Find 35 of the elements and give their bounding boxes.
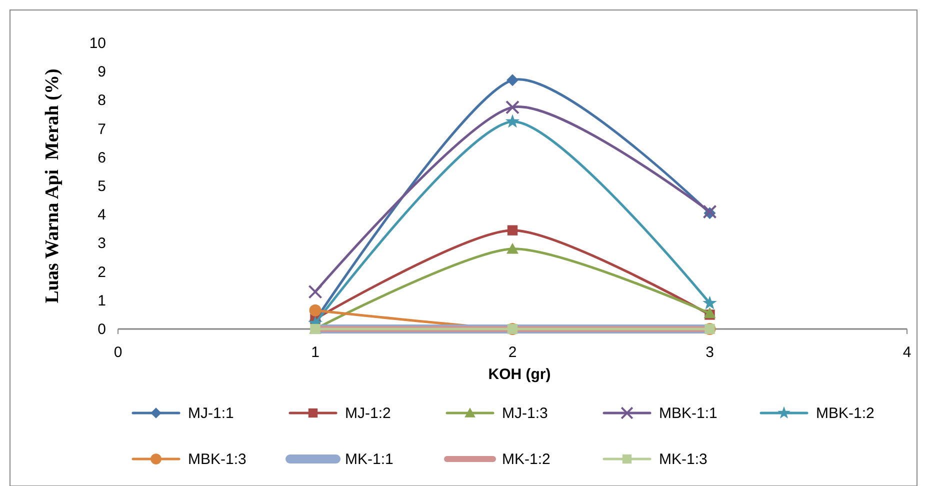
point — [308, 284, 322, 299]
legend-label: MK-1:1 — [345, 451, 394, 468]
y-tick-label: 6 — [98, 149, 106, 166]
legend-label: MBK-1:3 — [188, 451, 246, 468]
y-tick-label: 1 — [98, 292, 106, 310]
x-tick-label: 4 — [902, 344, 912, 361]
legend-label: MK-1:3 — [659, 451, 708, 468]
legend-label: MJ-1:3 — [502, 405, 548, 422]
y-tick-label: 3 — [98, 235, 106, 252]
x-tick-label: 2 — [508, 344, 517, 361]
y-tick-label: 0 — [98, 321, 106, 338]
legend-label: MK-1:2 — [502, 451, 550, 468]
x-tick-label: 3 — [706, 344, 714, 361]
y-tick-label: 7 — [98, 120, 106, 138]
point — [505, 114, 520, 128]
y-tick-label: 9 — [98, 64, 106, 81]
point — [702, 204, 717, 219]
legend-label: MBK-1:2 — [816, 405, 874, 422]
x-tick-label: 1 — [311, 344, 320, 361]
x-axis-title: KOH (gr) — [488, 366, 551, 383]
point — [309, 304, 322, 316]
y-axis-title: Luas Warna Api Merah (%) — [42, 68, 63, 304]
point — [702, 296, 717, 310]
point — [506, 100, 520, 114]
legend-label: MBK-1:1 — [659, 405, 718, 422]
x-tick-label: 0 — [114, 344, 122, 361]
point — [507, 225, 518, 236]
point — [506, 74, 518, 86]
legend-label: MJ-1:1 — [188, 405, 234, 422]
y-tick-label: 4 — [98, 206, 106, 224]
y-tick-label: 5 — [98, 178, 106, 195]
y-tick-label: 8 — [98, 92, 106, 110]
y-tick-label: 10 — [89, 35, 106, 52]
y-tick-label: 2 — [98, 264, 106, 281]
legend-label: MJ-1:2 — [345, 405, 391, 422]
